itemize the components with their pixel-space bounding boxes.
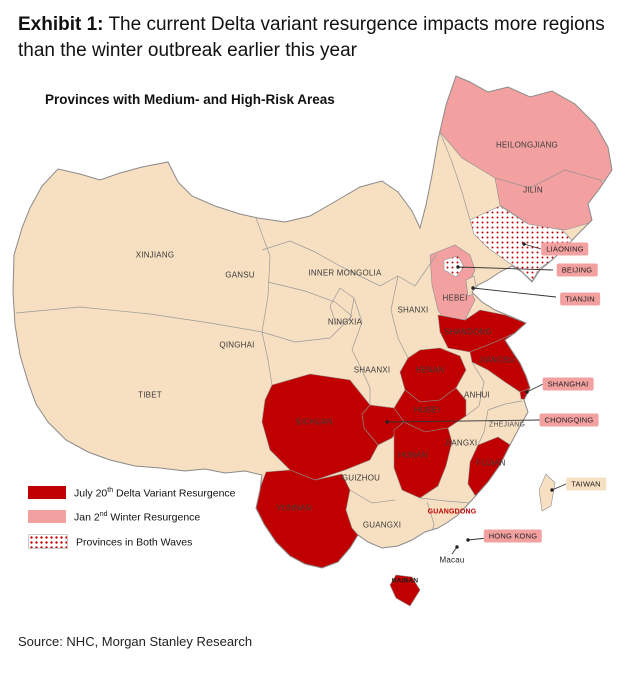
winter-swatch-icon: [28, 510, 66, 524]
callout-line-hong-kong: [467, 537, 488, 541]
province-shape-hunan: [393, 422, 453, 499]
callout-line-liaoning: [523, 244, 542, 250]
china-outline: [12, 75, 613, 569]
callout-dot-taiwan: [550, 488, 554, 493]
callout-dot-hong-kong: [466, 538, 470, 543]
callout-line-shanghai: [526, 384, 544, 393]
china-risk-map-figure: Provinces with Medium- and High-Risk Are…: [0, 70, 640, 630]
border-guizhou-south: [349, 490, 396, 504]
legend-item-delta: July 20th Delta Variant Resurgence: [28, 486, 236, 500]
border-qinghai-north: [267, 282, 353, 317]
callout-dot-shanghai: [525, 390, 529, 395]
border-inner-mongolia-arm: [439, 132, 471, 221]
callout-dot-liaoning: [522, 242, 526, 247]
border-shaanxi-west: [351, 298, 371, 406]
province-shape-hainan: [389, 575, 421, 607]
legend-item-winter: Jan 2nd Winter Resurgence: [28, 510, 236, 524]
border-xinjiang-east: [255, 218, 271, 333]
province-shape-yunnan: [255, 470, 359, 569]
border-anhui-east: [465, 362, 485, 417]
exhibit-label: Exhibit 1:: [18, 14, 104, 35]
border-tibet-sichuan: [261, 332, 273, 386]
callout-dot-tianjin: [471, 286, 475, 291]
province-shape-hebei: [429, 245, 476, 329]
border-xinjiang-tibet: [15, 307, 263, 333]
legend-label-both: Provinces in Both Waves: [76, 536, 193, 549]
border-ningxia: [329, 287, 355, 325]
map-title: Provinces with Medium- and High-Risk Are…: [45, 92, 335, 108]
legend-label-winter: Jan 2nd Winter Resurgence: [74, 510, 201, 524]
exhibit-title: The current Delta variant resurgence imp…: [18, 14, 605, 62]
legend: July 20th Delta Variant Resurgence Jan 2…: [28, 486, 236, 560]
callout-dot-macau: [455, 545, 459, 550]
both-waves-swatch-icon: [28, 534, 68, 550]
callout-lines: [385, 242, 567, 555]
callout-dot-beijing: [456, 265, 460, 270]
legend-label-delta: July 20th Delta Variant Resurgence: [74, 486, 236, 500]
callout-line-taiwan: [551, 484, 567, 491]
border-zhejiang-north: [487, 401, 523, 411]
province-shape-beijing: [443, 256, 465, 278]
source-line: Source: NHC, Morgan Stanley Research: [18, 634, 253, 650]
callout-line-beijing: [457, 266, 554, 271]
border-guangdong-north: [419, 498, 471, 504]
callout-line-tianjin: [472, 287, 557, 298]
legend-item-both: Provinces in Both Waves: [28, 534, 236, 550]
callout-line-chongqing: [386, 419, 541, 423]
border-qinghai-south: [261, 316, 353, 343]
border-inner-mongolia-south: [261, 241, 438, 287]
china-map: [12, 75, 613, 607]
border-zhejiang-west: [477, 410, 489, 446]
delta-swatch-icon: [28, 486, 66, 500]
province-shape-sichuan: [261, 374, 379, 481]
border-shanxi-west: [390, 276, 409, 359]
province-shape-liaoning: [469, 206, 575, 282]
callout-dot-chongqing: [385, 420, 389, 425]
exhibit-header: Exhibit 1: The current Delta variant res…: [0, 0, 640, 64]
province-shape-taiwan: [538, 473, 556, 512]
